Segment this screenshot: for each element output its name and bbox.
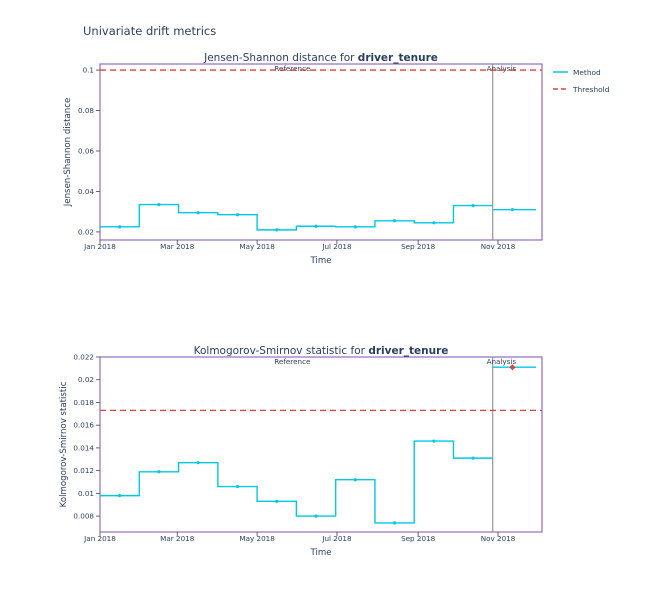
data-point [510, 208, 515, 212]
y-tick-label: 0.012 [73, 466, 94, 475]
chart-title: Kolmogorov-Smirnov statistic for driver_… [194, 345, 449, 357]
y-tick-label: 0.08 [78, 106, 94, 115]
data-point [432, 221, 436, 225]
chart-title: Jensen-Shannon distance for driver_tenur… [203, 52, 438, 64]
y-tick-label: 0.014 [73, 443, 94, 452]
x-tick-label: Mar 2018 [160, 242, 195, 251]
x-tick-label: Sep 2018 [401, 534, 436, 543]
data-point [471, 204, 475, 208]
chart-title-feature: driver_tenure [368, 345, 448, 357]
chart-kolmogorov-smirnov: Kolmogorov-Smirnov statistic for driver_… [59, 345, 543, 558]
data-point [353, 225, 357, 229]
y-axis-label: Kolmogorov-Smirnov statistic [59, 381, 69, 507]
data-point [118, 494, 122, 498]
x-tick-label: Jul 2018 [321, 534, 352, 543]
x-axis-label: Time [309, 256, 331, 266]
y-tick-label: 0.02 [78, 375, 94, 384]
y-tick-label: 0.1 [83, 66, 94, 75]
y-tick-label: 0.02 [78, 227, 94, 236]
x-axis-label: Time [309, 548, 331, 558]
data-point [275, 228, 279, 232]
reference-label: Reference [274, 64, 311, 73]
data-point [392, 219, 397, 223]
x-tick-label: Jan 2018 [83, 242, 116, 251]
legend-item-method[interactable]: Method [553, 68, 601, 77]
data-point [196, 211, 200, 215]
data-point [392, 521, 397, 525]
data-point [157, 470, 161, 474]
page-title: Univariate drift metrics [83, 24, 217, 38]
data-point [314, 514, 318, 518]
legend-item-threshold[interactable]: Threshold [553, 85, 610, 94]
data-point [118, 225, 122, 229]
analysis-label: Analysis [487, 64, 517, 73]
data-point [275, 499, 279, 503]
x-tick-label: Mar 2018 [160, 534, 195, 543]
chart-title-prefix: Kolmogorov-Smirnov statistic for [194, 345, 369, 357]
y-tick-label: 0.06 [78, 146, 94, 155]
x-tick-label: Jul 2018 [321, 242, 352, 251]
y-tick-label: 0.018 [73, 398, 94, 407]
data-point [157, 202, 161, 207]
plot-frame [99, 356, 543, 533]
y-tick-label: 0.008 [73, 512, 94, 521]
y-axis-label: Jensen-Shannon distance [63, 98, 73, 208]
x-tick-label: Sep 2018 [401, 242, 436, 251]
chart-title-prefix: Jensen-Shannon distance for [203, 52, 358, 64]
y-tick-label: 0.022 [73, 353, 94, 362]
chart-title-feature: driver_tenure [358, 52, 438, 64]
legend[interactable]: Method Threshold [553, 68, 610, 94]
data-point [196, 461, 200, 465]
data-point [314, 224, 318, 228]
legend-label-method: Method [573, 68, 601, 77]
reference-label: Reference [274, 357, 311, 366]
data-point [353, 478, 357, 482]
x-tick-label: May 2018 [239, 242, 275, 251]
x-tick-label: Nov 2018 [481, 242, 516, 251]
alert-point [509, 364, 516, 371]
analysis-label: Analysis [487, 357, 517, 366]
data-point [432, 439, 436, 443]
x-tick-label: Nov 2018 [481, 534, 516, 543]
method-step-line-reference [100, 440, 493, 524]
data-point [235, 484, 240, 489]
y-tick-label: 0.016 [73, 421, 94, 430]
x-tick-label: May 2018 [239, 534, 275, 543]
chart-jensen-shannon: Jensen-Shannon distance for driver_tenur… [63, 52, 543, 266]
data-point [235, 213, 240, 217]
plot-frame [99, 63, 543, 241]
method-step-line-reference [100, 203, 493, 231]
legend-label-threshold: Threshold [572, 85, 610, 94]
y-tick-label: 0.01 [78, 489, 94, 498]
x-tick-label: Jan 2018 [83, 534, 116, 543]
data-point [471, 456, 475, 460]
y-tick-label: 0.04 [78, 187, 94, 196]
